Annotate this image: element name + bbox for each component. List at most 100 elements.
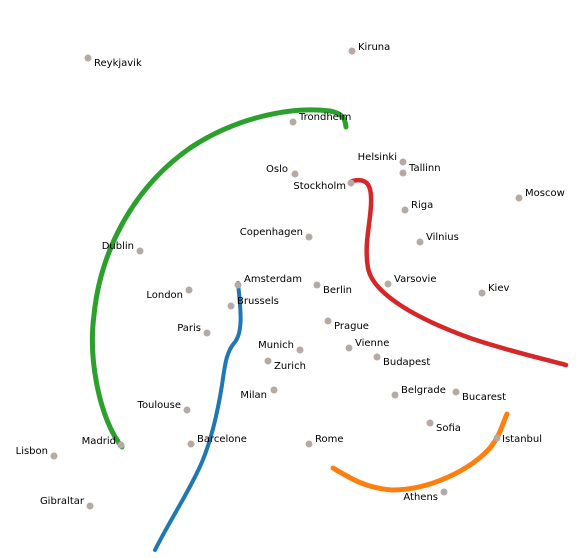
blue-route (153, 281, 243, 552)
city-marker (452, 388, 460, 396)
city-marker (117, 441, 125, 449)
city-label: Zurich (274, 361, 306, 372)
city-label: Moscow (525, 188, 565, 199)
city-dublin: Dublin (102, 241, 144, 255)
city-reykjavik: Reykjavik (84, 54, 142, 69)
city-tallinn: Tallinn (399, 163, 441, 177)
city-belgrade: Belgrade (391, 385, 446, 399)
city-label: Barcelone (197, 434, 247, 445)
city-label: Gibraltar (40, 496, 85, 507)
city-marker (493, 434, 501, 442)
city-amsterdam: Amsterdam (234, 274, 302, 289)
city-label: Stockholm (293, 181, 346, 192)
city-oslo: Oslo (266, 164, 299, 178)
city-varsovie: Varsovie (384, 274, 436, 288)
city-label: Copenhagen (240, 227, 303, 238)
green-route (89, 107, 349, 450)
city-label: Helsinki (358, 152, 397, 163)
city-marker (50, 452, 58, 460)
city-helsinki: Helsinki (358, 152, 407, 166)
city-marker (86, 502, 94, 510)
city-vienne: Vienne (345, 338, 389, 352)
city-label: Trondheim (298, 112, 351, 123)
city-marker (347, 179, 355, 187)
city-marker (296, 346, 304, 354)
city-label: Amsterdam (244, 274, 302, 285)
city-marker (187, 440, 195, 448)
orange-route (330, 411, 510, 493)
city-marker (203, 329, 211, 337)
city-label: Milan (240, 390, 267, 401)
city-label: Tallinn (408, 163, 441, 174)
city-marker (515, 194, 523, 202)
city-marker (234, 281, 242, 289)
city-barcelone: Barcelone (187, 434, 247, 448)
city-marker (399, 169, 407, 177)
city-label: Vilnius (426, 232, 459, 243)
city-london: London (146, 286, 193, 301)
city-marker (305, 440, 313, 448)
city-marker (313, 281, 321, 289)
city-label: Lisbon (16, 446, 48, 457)
city-marker (384, 280, 392, 288)
city-marker (270, 386, 278, 394)
city-kiev: Kiev (478, 283, 509, 297)
city-moscow: Moscow (515, 188, 565, 202)
city-label: Toulouse (137, 400, 181, 411)
city-rome: Rome (305, 434, 344, 448)
city-brussels: Brussels (227, 296, 279, 310)
city-marker (136, 247, 144, 255)
city-label: Varsovie (394, 274, 436, 285)
city-marker (401, 206, 409, 214)
city-marker (348, 47, 356, 55)
city-label: Reykjavik (94, 58, 142, 69)
city-marker (478, 289, 486, 297)
city-marker (183, 406, 191, 414)
city-vilnius: Vilnius (416, 232, 459, 246)
city-label: Rome (315, 434, 344, 445)
city-label: Bucarest (462, 392, 506, 403)
city-label: Paris (177, 323, 201, 334)
city-gibraltar: Gibraltar (40, 496, 94, 510)
city-bucarest: Bucarest (452, 388, 506, 403)
city-label: Berlin (323, 285, 352, 296)
city-label: Istanbul (502, 434, 542, 445)
city-zurich: Zurich (264, 357, 306, 372)
city-label: Riga (411, 200, 433, 211)
city-prague: Prague (324, 317, 369, 332)
city-label: Belgrade (401, 385, 446, 396)
city-lisbon: Lisbon (16, 446, 58, 460)
city-kiruna: Kiruna (348, 42, 390, 55)
city-copenhagen: Copenhagen (240, 227, 313, 241)
city-layer: Reykjavik Kiruna Trondheim Helsinki Tallinn O… (16, 42, 565, 510)
city-riga: Riga (401, 200, 433, 214)
city-milan: Milan (240, 386, 278, 401)
city-stockholm: Stockholm (293, 179, 355, 192)
city-marker (440, 488, 448, 496)
city-marker (305, 233, 313, 241)
city-toulouse: Toulouse (137, 400, 191, 414)
city-label: Munich (258, 340, 294, 351)
city-munich: Munich (258, 340, 304, 354)
city-marker (289, 118, 297, 126)
city-marker (227, 302, 235, 310)
city-label: Prague (334, 321, 369, 332)
city-marker (185, 286, 193, 294)
city-label: Madrid (82, 436, 116, 447)
city-paris: Paris (177, 323, 211, 337)
city-label: Brussels (237, 296, 279, 307)
city-sofia: Sofia (426, 419, 461, 434)
city-budapest: Budapest (373, 353, 430, 368)
city-label: Vienne (355, 338, 389, 349)
city-marker (426, 419, 434, 427)
city-marker (324, 317, 332, 325)
city-istanbul: Istanbul (493, 434, 542, 445)
city-marker (264, 357, 272, 365)
city-marker (416, 238, 424, 246)
city-marker (291, 170, 299, 178)
city-label: Oslo (266, 164, 288, 175)
city-marker (391, 391, 399, 399)
city-marker (399, 158, 407, 166)
red-route (349, 177, 569, 368)
